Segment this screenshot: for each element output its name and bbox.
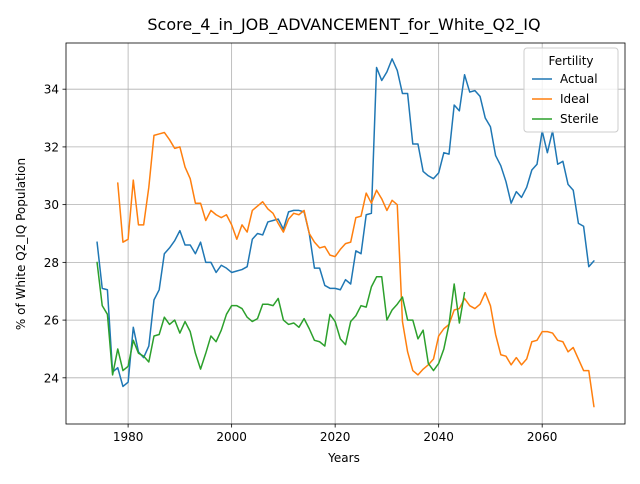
chart-title: Score_4_in_JOB_ADVANCEMENT_for_White_Q2_… — [147, 15, 540, 35]
legend-box — [523, 47, 619, 133]
legend-label-sterile: Sterile — [560, 112, 599, 126]
series-line-ideal — [117, 131, 595, 408]
y-tick-label: 24 — [44, 371, 59, 385]
x-tick-label: 2020 — [320, 430, 351, 444]
x-tick-label: 1980 — [113, 430, 144, 444]
series-line-actual — [96, 58, 595, 388]
y-tick-label: 34 — [44, 83, 59, 97]
series-lines — [96, 58, 595, 408]
x-tick-label: 2040 — [423, 430, 454, 444]
y-tick-label: 32 — [44, 140, 59, 154]
series-line-sterile — [96, 261, 466, 376]
y-tick-label: 28 — [44, 256, 59, 270]
legend-items: Actual Ideal Sterile — [532, 72, 599, 126]
legend: Fertility Actual Ideal Sterile — [523, 47, 619, 133]
legend-title: Fertility — [548, 54, 593, 68]
x-tick-label: 2000 — [216, 430, 247, 444]
legend-label-actual: Actual — [560, 72, 598, 86]
legend-label-ideal: Ideal — [560, 92, 589, 106]
x-axis-label: Years — [327, 451, 360, 465]
axis-ticks: 1980 2000 2020 2040 2060 24 26 28 30 32 34 — [44, 83, 558, 444]
y-tick-label: 30 — [44, 198, 59, 212]
x-tick-label: 2060 — [527, 430, 558, 444]
plot-frame — [65, 42, 626, 425]
y-tick-label: 26 — [44, 314, 59, 328]
y-axis-label: % of White Q2_IQ Population — [14, 158, 28, 330]
